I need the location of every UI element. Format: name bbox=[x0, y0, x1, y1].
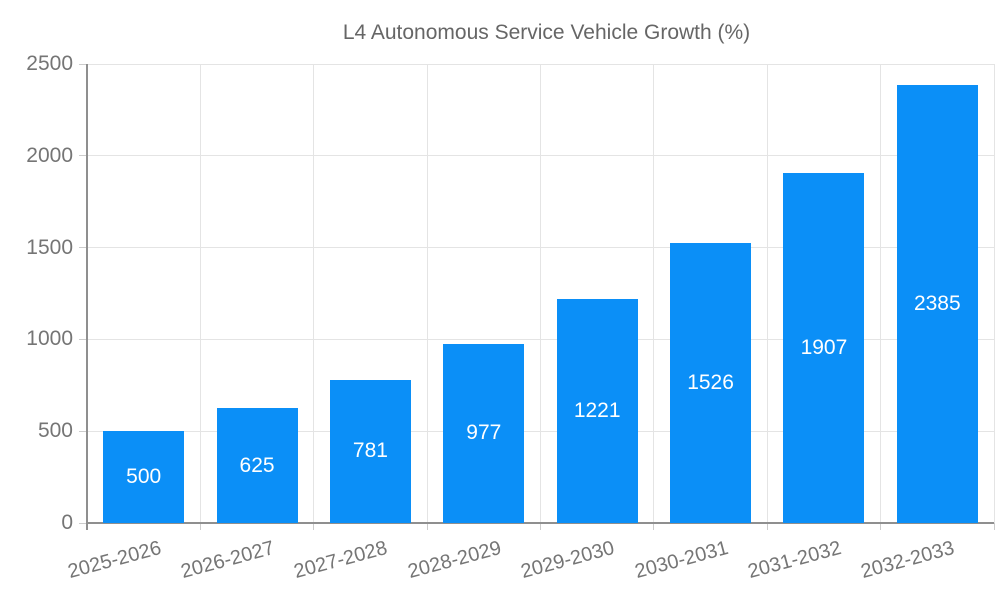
x-gridline bbox=[653, 64, 655, 523]
y-axis-tick bbox=[79, 247, 87, 249]
x-axis-tick-label: 2028-2029 bbox=[405, 537, 504, 584]
bar-value-label: 1221 bbox=[573, 398, 621, 422]
bar-value-label: 1526 bbox=[687, 370, 734, 394]
y-axis-tick bbox=[79, 430, 87, 432]
y-axis-tick-label: 2500 bbox=[26, 52, 73, 75]
bar-value-label: 977 bbox=[466, 421, 502, 445]
bar bbox=[896, 85, 978, 523]
bar bbox=[556, 298, 638, 523]
bar-value-label: 1907 bbox=[800, 335, 848, 359]
x-axis-tick bbox=[313, 523, 315, 530]
y-axis-tick bbox=[79, 522, 87, 524]
y-axis-tick bbox=[79, 338, 87, 340]
x-gridline bbox=[199, 64, 201, 523]
y-axis-tick-label: 1500 bbox=[26, 235, 73, 259]
bar-value-label: 781 bbox=[352, 439, 388, 463]
bar bbox=[103, 431, 185, 523]
y-axis-tick-label: 1000 bbox=[26, 327, 73, 351]
x-gridline bbox=[540, 64, 541, 523]
bar-value-label: 625 bbox=[239, 453, 275, 477]
y-axis-tick-label: 2000 bbox=[26, 143, 73, 167]
bar bbox=[443, 343, 525, 523]
chart-legend: L4 Autonomous Service Vehicle Growth (%) bbox=[0, 18, 1000, 48]
x-axis-tick-label: 2031-2032 bbox=[745, 537, 844, 584]
y-axis-tick-label: 0 bbox=[61, 511, 73, 534]
x-gridline bbox=[313, 64, 315, 523]
y-axis-tick-label: 500 bbox=[37, 419, 73, 443]
x-axis-tick bbox=[993, 523, 995, 530]
bar-value-label: 500 bbox=[126, 465, 162, 489]
x-gridline bbox=[880, 64, 882, 523]
x-axis-tick bbox=[653, 523, 655, 530]
legend-label: L4 Autonomous Service Vehicle Growth (%) bbox=[342, 21, 751, 44]
x-gridline bbox=[426, 64, 428, 523]
x-axis-tick-label: 2027-2028 bbox=[292, 537, 391, 584]
x-axis-tick bbox=[766, 523, 768, 530]
y-axis-tick bbox=[79, 63, 87, 65]
bar-value-label: 2385 bbox=[913, 292, 961, 316]
x-axis-tick-label: 2030-2031 bbox=[632, 537, 731, 584]
bar bbox=[329, 379, 411, 523]
x-axis-line bbox=[87, 522, 994, 524]
x-gridline bbox=[993, 64, 995, 523]
x-axis-tick bbox=[426, 523, 428, 530]
x-axis-tick bbox=[199, 523, 201, 530]
x-axis-tick-label: 2032-2033 bbox=[858, 537, 958, 584]
x-gridline bbox=[766, 64, 768, 523]
x-axis-tick-label: 2029-2030 bbox=[518, 537, 617, 584]
bar bbox=[216, 408, 298, 523]
bar bbox=[670, 242, 752, 523]
bar bbox=[783, 172, 865, 523]
x-axis-tick bbox=[540, 523, 541, 530]
x-axis-tick bbox=[880, 523, 882, 530]
x-axis-tick-label: 2026-2027 bbox=[178, 537, 277, 584]
y-axis-line bbox=[86, 64, 88, 530]
y-axis-tick bbox=[79, 155, 87, 157]
x-axis-tick-label: 2025-2026 bbox=[65, 537, 164, 584]
